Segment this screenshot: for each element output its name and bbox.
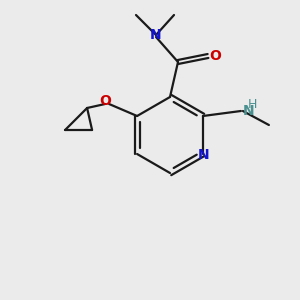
Text: N: N — [243, 104, 254, 118]
Text: O: O — [99, 94, 111, 108]
Text: N: N — [150, 28, 162, 42]
Text: H: H — [248, 98, 258, 112]
Text: N: N — [198, 148, 210, 162]
Text: O: O — [209, 49, 221, 63]
